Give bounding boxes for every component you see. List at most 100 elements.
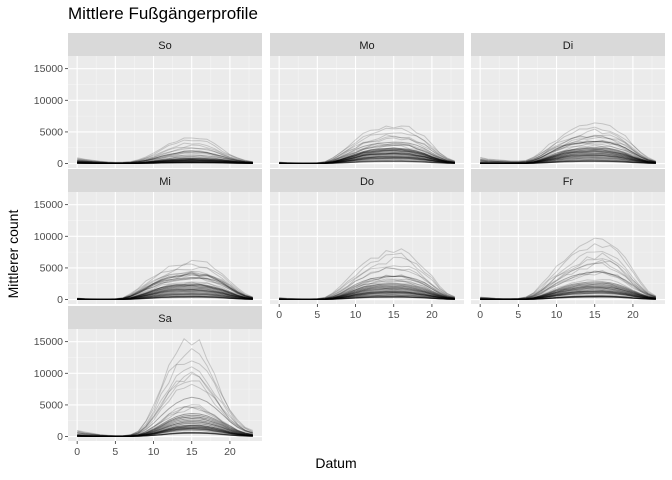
sensor-profile-line [77,424,253,438]
sensor-profile-line [480,295,656,300]
sensor-profile-line [77,292,253,300]
sensor-profile-line [77,157,253,164]
sensor-profile-line [77,427,253,437]
sensor-profile-line [480,260,656,300]
sensor-profile-line [77,432,253,437]
sensor-profile-line [77,416,253,437]
sensor-profile-line [279,158,455,164]
sensor-profile-line [77,406,253,437]
sensor-profile-line [77,161,253,164]
sensor-profile-line [279,293,455,300]
sensor-profile-line [279,144,455,164]
sensor-profile-line [77,159,253,164]
sensor-profile-line [77,424,253,437]
sensor-profile-line [279,288,455,301]
sensor-profile-line [77,360,254,437]
sensor-profile-line [77,429,253,437]
sensor-profile-line [480,155,656,164]
sensor-profile-line [480,286,656,300]
sensor-profile-line [279,290,455,300]
sensor-profile-line [279,285,455,300]
sensor-profile-line [77,290,253,300]
sensor-profile-line [480,143,656,164]
sensor-profile-line [77,151,253,164]
sensor-profile-line [77,155,253,164]
sensor-profile-line [279,149,455,164]
sensor-profile-line [77,266,253,300]
sensor-profile-line [279,159,455,164]
x-tick-label: 10 [551,309,563,321]
facet-strip [68,169,262,192]
sensor-profile-line [77,296,253,300]
sensor-profile-line [480,282,656,300]
sensor-profile-line [77,292,253,300]
sensor-profile-line [480,295,656,300]
sensor-profile-line [77,285,253,300]
sensor-profile-line [480,152,656,164]
sensor-profile-line [480,271,656,300]
sensor-profile-line [480,149,656,164]
chart-title: Mittlere Fußgängerprofile [68,4,258,23]
sensor-profile-line [77,276,253,300]
sensor-profile-line [279,282,455,300]
sensor-profile-line [77,296,253,300]
sensor-profile-line [279,152,455,165]
sensor-profile-line [480,122,657,162]
sensor-profile-line [279,294,455,300]
sensor-profile-line [480,159,656,164]
sensor-profile-line [77,147,253,164]
facet-strip [270,169,464,192]
sensor-profile-line [480,153,656,164]
sensor-profile-line [279,149,455,164]
sensor-profile-line [279,295,455,300]
sensor-profile-line [77,404,253,437]
sensor-profile-line [279,152,455,165]
sensor-profile-line [279,292,455,300]
sensor-profile-line [480,140,656,164]
sensor-profile-line [77,296,253,300]
sensor-profile-line [77,432,253,437]
sensor-profile-line [279,280,455,300]
x-tick-label: 0 [74,446,80,458]
sensor-profile-line [77,159,253,165]
sensor-profile-line [279,278,455,300]
x-tick-label: 10 [350,309,362,321]
sensor-profile-line [480,286,656,300]
sensor-profile-line [480,154,656,164]
sensor-profile-line [77,277,253,300]
sensor-profile-line [77,295,253,300]
sensor-profile-line [279,148,455,164]
sensor-profile-line [77,296,253,300]
sensor-profile-line [480,287,656,300]
sensor-profile-line [77,426,253,437]
sensor-profile-line [480,290,656,300]
sensor-profile-line [279,159,455,164]
sensor-profile-line [480,282,656,300]
sensor-profile-line [480,147,656,164]
sensor-profile-line [480,281,656,300]
sensor-profile-line [279,154,455,164]
sensor-profile-line [480,156,656,164]
sensor-profile-line [77,155,253,164]
sensor-profile-line [279,265,455,300]
sensor-profile-line [77,150,253,164]
facet-strip [68,306,262,329]
sensor-profile-line [77,288,253,301]
sensor-profile-line [279,287,455,300]
sensor-profile-line [77,281,253,300]
sensor-profile-line [480,294,656,300]
sensor-profile-line [480,140,656,163]
y-tick-label: 15000 [34,336,63,348]
sensor-profile-line [279,294,455,300]
sensor-profile-line [480,156,656,164]
sensor-profile-line [77,347,254,437]
sensor-profile-line [480,146,656,164]
sensor-profile-line [279,291,455,300]
sensor-profile-line [480,289,656,300]
sensor-profile-line [77,428,253,437]
sensor-profile-line [77,288,253,300]
sensor-profile-line [480,288,656,300]
facet-strip-label: Fr [563,176,574,188]
sensor-profile-line [279,292,455,300]
sensor-profile-line [77,426,253,437]
